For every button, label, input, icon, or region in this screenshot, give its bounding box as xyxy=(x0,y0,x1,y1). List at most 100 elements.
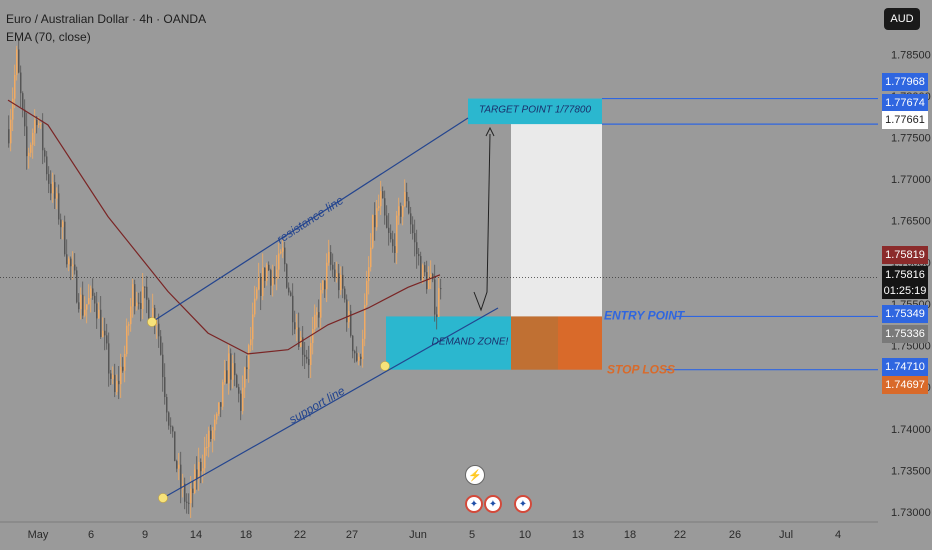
candle-body xyxy=(226,370,228,384)
candle-body xyxy=(344,288,346,300)
candle-body xyxy=(220,402,222,407)
indicator-legend[interactable]: EMA (70, close) xyxy=(6,30,91,44)
candle-body xyxy=(208,430,210,448)
candle-body xyxy=(392,239,394,247)
australia-flag-icon[interactable]: ✦ xyxy=(484,495,502,513)
candle-body xyxy=(368,267,370,282)
candle-body xyxy=(28,152,30,157)
candle-body xyxy=(162,354,164,378)
price-tag: 1.75349 xyxy=(882,305,928,323)
candle-body xyxy=(10,119,12,144)
candle-body xyxy=(114,374,116,393)
x-tick-label: 22 xyxy=(674,529,686,541)
candle-body xyxy=(254,298,256,315)
y-tick-label: 1.77000 xyxy=(891,174,931,186)
x-tick-label: 4 xyxy=(835,529,841,541)
candle-body xyxy=(204,447,206,469)
x-tick-label: 18 xyxy=(624,529,636,541)
candle-body xyxy=(144,286,146,288)
candle-body xyxy=(202,468,204,472)
y-tick-label: 1.74000 xyxy=(891,424,931,436)
y-tick-label: 1.78500 xyxy=(891,49,931,61)
candle-body xyxy=(140,303,142,310)
candle-body xyxy=(198,462,200,480)
candle-body xyxy=(32,132,34,145)
ema-line xyxy=(7,99,441,355)
candle-body xyxy=(284,247,286,265)
candle-body xyxy=(126,325,128,354)
candle-body xyxy=(26,126,28,157)
candle-body xyxy=(346,299,348,323)
currency-button[interactable]: AUD xyxy=(884,8,920,30)
candle-body xyxy=(12,98,14,120)
x-tick-label: 14 xyxy=(190,529,202,541)
candle-body xyxy=(312,329,314,344)
support-line xyxy=(162,307,499,499)
candle-body xyxy=(228,353,230,384)
candle-body xyxy=(84,309,86,316)
x-tick-label: 6 xyxy=(88,529,94,541)
australia-flag-icon[interactable]: ✦ xyxy=(465,495,483,513)
candle-body xyxy=(374,215,376,228)
candle-body xyxy=(78,302,80,310)
candle-body xyxy=(336,273,338,279)
candle-body xyxy=(222,382,224,407)
projection-path xyxy=(473,133,491,312)
y-tick-label: 1.76500 xyxy=(891,216,931,228)
demand-zone-box xyxy=(386,316,511,370)
candle-body xyxy=(326,262,328,290)
risk-zone-box-left xyxy=(511,316,558,370)
candle-body xyxy=(250,339,252,346)
candle-body xyxy=(224,370,226,383)
candle-body xyxy=(74,264,76,271)
candle-body xyxy=(436,314,438,317)
price-tag: 1.77661 xyxy=(882,111,928,129)
candle-body xyxy=(16,49,18,75)
price-tag: 1.75819 xyxy=(882,246,928,264)
candle-body xyxy=(158,323,160,337)
candle-body xyxy=(256,289,258,299)
x-tick-label: 10 xyxy=(519,529,531,541)
candle-body xyxy=(108,343,110,374)
australia-flag-icon[interactable]: ✦ xyxy=(514,495,532,513)
candle-body xyxy=(178,464,180,469)
candle-body xyxy=(234,363,236,376)
candle-body xyxy=(308,359,310,366)
candle-body xyxy=(138,302,140,304)
candle-body xyxy=(288,287,290,293)
candle-body xyxy=(302,337,304,355)
candle-body xyxy=(318,312,320,318)
candle-body xyxy=(64,221,66,255)
candle-body xyxy=(50,183,52,194)
candle-body xyxy=(258,277,260,290)
candle-body xyxy=(190,488,192,504)
candle-body xyxy=(404,191,406,206)
candle-body xyxy=(240,393,242,411)
candle-body xyxy=(238,387,240,394)
candle-body xyxy=(292,295,294,323)
candle-body xyxy=(310,343,312,366)
candle-body xyxy=(186,501,188,503)
candle-body xyxy=(100,309,102,337)
candle-body xyxy=(82,294,84,316)
candle-body xyxy=(134,284,136,307)
candle-body xyxy=(66,254,68,265)
entry-point-label: ENTRY POINT xyxy=(604,308,686,322)
candle-body xyxy=(314,314,316,330)
candle-body xyxy=(330,252,332,265)
y-tick-label: 1.73500 xyxy=(891,465,931,477)
candle-body xyxy=(268,264,270,271)
candle-body xyxy=(266,264,268,281)
lightning-event-icon[interactable]: ⚡ xyxy=(465,465,485,485)
candle-body xyxy=(328,252,330,263)
x-tick-label: 22 xyxy=(294,529,306,541)
candle-body xyxy=(432,273,434,280)
candle-body xyxy=(232,363,234,380)
candle-body xyxy=(338,273,340,291)
candle-body xyxy=(58,193,60,220)
candle-body xyxy=(410,213,412,225)
stop-loss-label: STOP LOSS xyxy=(607,363,675,377)
candle-body xyxy=(30,144,32,153)
candle-body xyxy=(332,264,334,270)
